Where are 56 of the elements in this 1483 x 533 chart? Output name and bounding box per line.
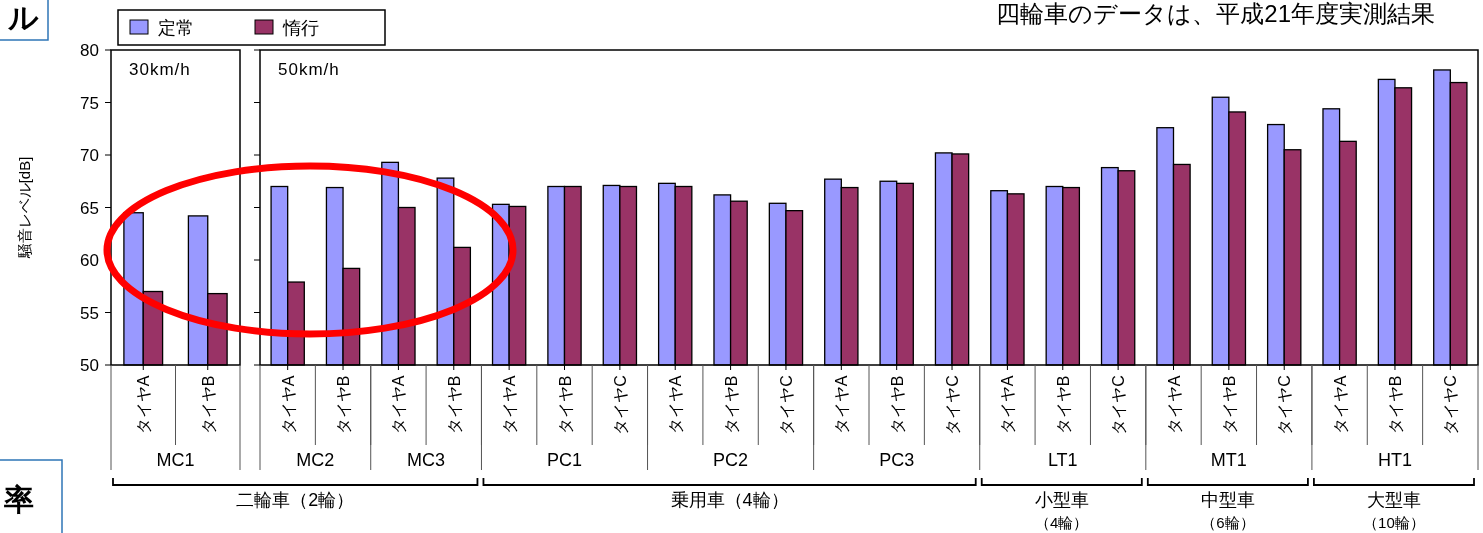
text: HT1 bbox=[1377, 450, 1412, 470]
x-tick-label: タイヤA bbox=[501, 375, 519, 435]
x-tick-label: タイヤB bbox=[1220, 375, 1238, 435]
text: 率 bbox=[4, 483, 34, 516]
legend-label: 定常 bbox=[158, 18, 194, 38]
x-tick-label: タイヤB bbox=[199, 375, 217, 435]
y-tick-label: 70 bbox=[80, 146, 99, 165]
text: MC1 bbox=[156, 450, 195, 470]
x-tick-label: タイヤB bbox=[556, 375, 574, 435]
text: MC3 bbox=[407, 450, 446, 470]
text: MC2 bbox=[296, 450, 335, 470]
x-tick-label: タイヤA bbox=[390, 375, 408, 435]
x-tick-label: タイヤC bbox=[1442, 375, 1460, 435]
x-tick-label: タイヤA bbox=[667, 375, 685, 435]
x-tick-label: タイヤC bbox=[944, 375, 962, 435]
x-tick-label: タイヤA bbox=[1165, 375, 1183, 435]
text: MT1 bbox=[1210, 450, 1247, 470]
x-tick-label: タイヤC bbox=[1276, 375, 1294, 435]
text: 小型車 bbox=[1034, 490, 1089, 510]
x-tick-label: タイヤB bbox=[722, 375, 740, 435]
text: 四輪車のデータは、平成21年度実測結果 bbox=[996, 0, 1435, 27]
x-tick-label: タイヤB bbox=[1386, 375, 1404, 435]
text: 中型車 bbox=[1200, 490, 1255, 510]
x-tick-label: タイヤB bbox=[445, 375, 463, 435]
x-tick-label: タイヤC bbox=[611, 375, 629, 435]
y-tick-label: 55 bbox=[80, 303, 99, 323]
x-tick-label: タイヤA bbox=[833, 375, 851, 435]
y-tick-label: 65 bbox=[80, 198, 99, 218]
y-axis-title: 騒音レベル[dB] bbox=[16, 156, 33, 260]
text: PC2 bbox=[713, 450, 749, 470]
text: PC3 bbox=[879, 450, 915, 470]
x-tick-label: タイヤA bbox=[1331, 375, 1349, 435]
y-tick-label: 80 bbox=[80, 41, 99, 60]
text: LT1 bbox=[1047, 450, 1078, 470]
x-tick-label: タイヤB bbox=[335, 375, 353, 435]
text: （4輪） bbox=[1035, 514, 1089, 531]
x-tick-label: タイヤC bbox=[777, 375, 795, 435]
x-tick-label: タイヤA bbox=[135, 375, 153, 435]
y-tick-label: 75 bbox=[80, 93, 99, 113]
legend-label: 惰行 bbox=[282, 18, 319, 38]
annotation: 50km/h bbox=[278, 60, 340, 79]
x-tick-label: タイヤA bbox=[279, 375, 297, 435]
text: （6輪） bbox=[1201, 514, 1255, 531]
text: 乗用車（4輪） bbox=[670, 490, 789, 510]
y-tick-label: 60 bbox=[80, 251, 99, 270]
x-tick-label: タイヤB bbox=[1054, 375, 1072, 435]
y-tick-label: 50 bbox=[80, 356, 99, 375]
x-tick-label: タイヤC bbox=[1110, 375, 1128, 435]
annotation: 30km/h bbox=[129, 60, 191, 79]
text: 二輪車（2輪） bbox=[236, 490, 355, 510]
text: （10輪） bbox=[1363, 514, 1425, 531]
x-tick-label: タイヤB bbox=[888, 375, 906, 435]
text: 大型車 bbox=[1366, 490, 1421, 510]
x-tick-label: タイヤA bbox=[999, 375, 1017, 435]
text: ル bbox=[7, 1, 39, 34]
text: PC1 bbox=[546, 450, 583, 470]
